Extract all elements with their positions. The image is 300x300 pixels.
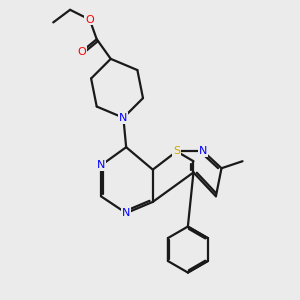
Text: S: S	[173, 146, 180, 156]
Text: N: N	[122, 208, 130, 218]
Text: O: O	[85, 15, 94, 25]
Text: N: N	[199, 146, 208, 156]
Text: O: O	[77, 47, 86, 57]
Text: N: N	[97, 160, 105, 170]
Text: N: N	[119, 113, 128, 123]
